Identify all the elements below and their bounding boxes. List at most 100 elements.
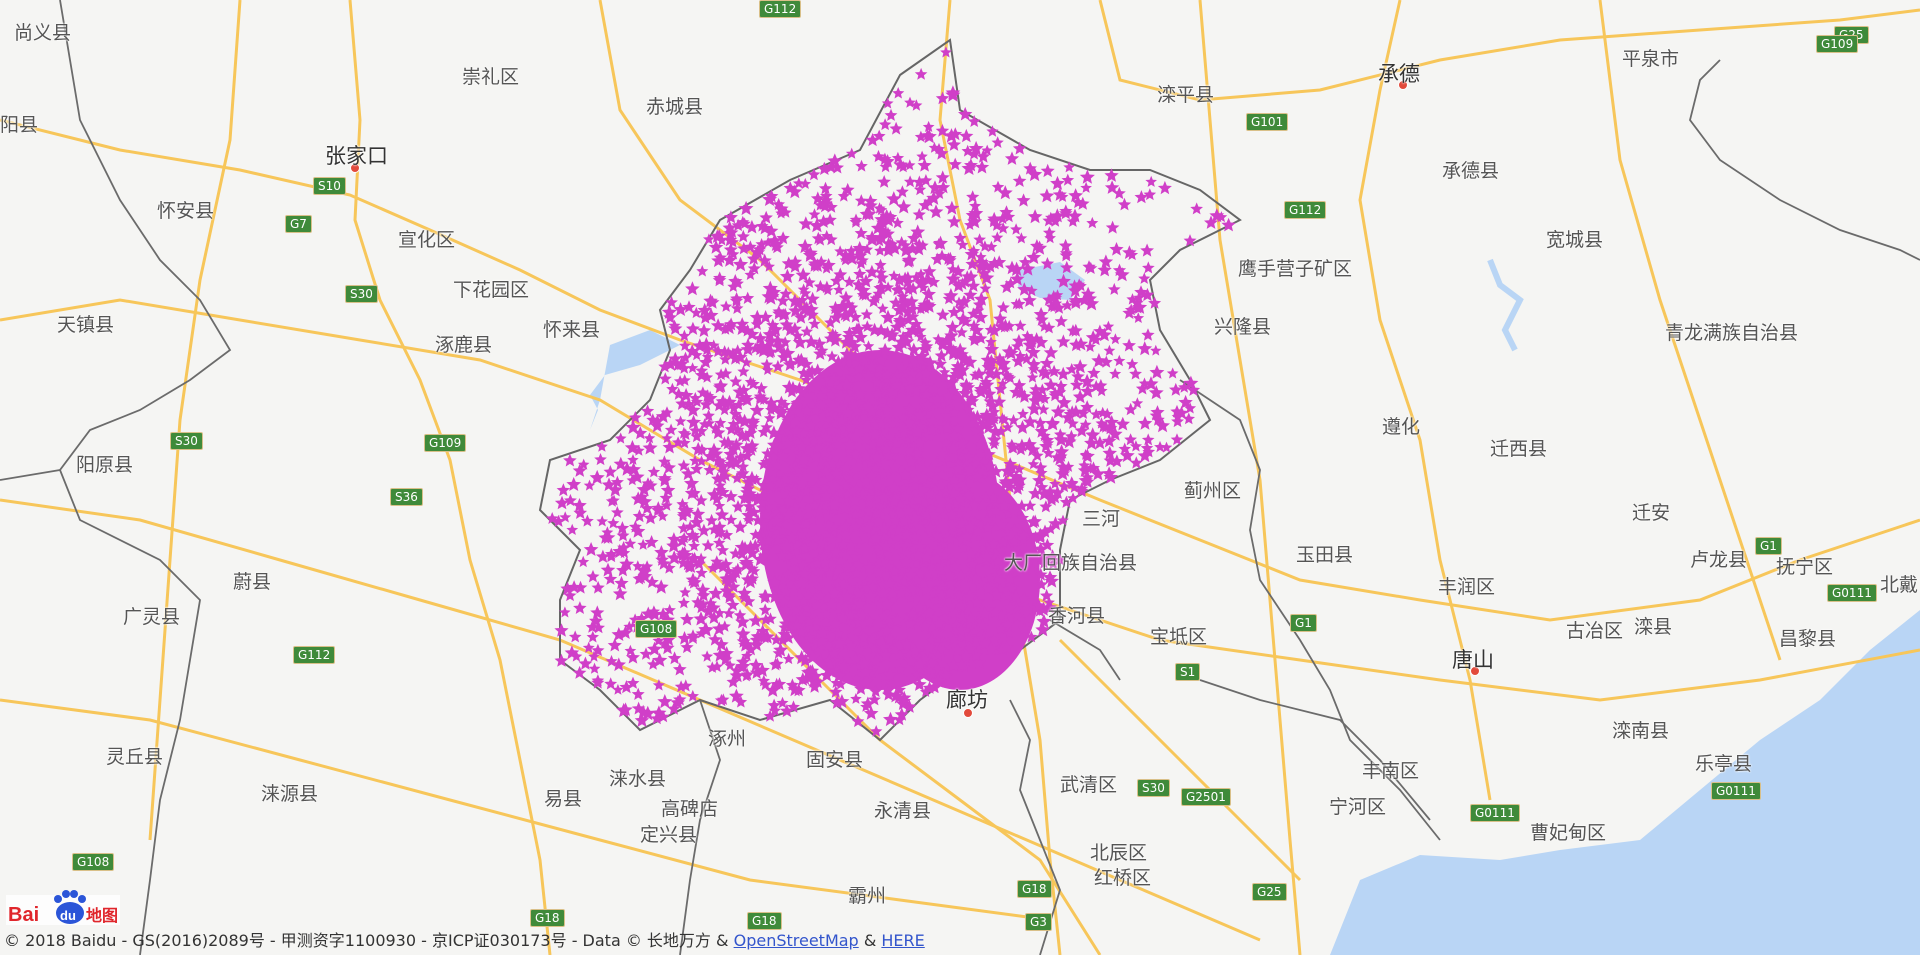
poi-marker: [970, 596, 984, 609]
place-label[interactable]: 滦县: [1634, 616, 1673, 638]
place-label[interactable]: 霸州: [848, 885, 887, 907]
poi-marker: [692, 557, 706, 570]
place-label[interactable]: 迁西县: [1490, 438, 1548, 460]
place-label[interactable]: 鹰手营子矿区: [1238, 258, 1353, 280]
place-label[interactable]: 古冶区: [1566, 620, 1624, 642]
place-label[interactable]: 卢龙县: [1690, 549, 1748, 571]
place-label[interactable]: 易县: [544, 788, 583, 810]
place-label[interactable]: 宝坻区: [1150, 626, 1208, 648]
place-label[interactable]: 宣化区: [398, 229, 456, 251]
place-label[interactable]: 曹妃甸区: [1530, 822, 1607, 844]
place-label[interactable]: 怀来县: [543, 319, 601, 341]
poi-marker: [1150, 344, 1162, 356]
place-label[interactable]: 兴隆县: [1214, 316, 1272, 338]
place-label[interactable]: 丰润区: [1438, 576, 1496, 598]
poi-marker: [819, 489, 834, 503]
place-label[interactable]: 阳原县: [76, 454, 134, 476]
poi-marker: [1077, 463, 1093, 477]
place-label[interactable]: 天镇县: [57, 314, 115, 336]
place-label[interactable]: 灵丘县: [106, 746, 164, 768]
place-label[interactable]: 固安县: [806, 749, 864, 771]
poi-marker: [948, 157, 962, 171]
place-label[interactable]: 承德: [1378, 62, 1420, 86]
place-label[interactable]: 定兴县: [640, 824, 698, 846]
poi-marker: [710, 660, 724, 673]
poi-marker: [925, 634, 938, 646]
poi-marker: [861, 320, 874, 332]
place-label[interactable]: 迁安: [1632, 502, 1671, 524]
place-label[interactable]: 北戴: [1880, 574, 1919, 596]
poi-marker: [741, 291, 755, 304]
place-label[interactable]: 宽城县: [1546, 229, 1604, 251]
place-label[interactable]: 丰南区: [1362, 760, 1420, 782]
openstreetmap-link[interactable]: OpenStreetMap: [733, 931, 859, 950]
poi-marker: [686, 321, 700, 335]
poi-marker: [930, 673, 946, 688]
place-label[interactable]: 平泉市: [1622, 48, 1680, 70]
poi-marker: [775, 395, 788, 408]
poi-marker: [945, 320, 960, 334]
place-label[interactable]: 蔚县: [233, 571, 272, 593]
place-label[interactable]: 遵化: [1382, 416, 1421, 438]
place-label[interactable]: 宁河区: [1329, 796, 1387, 818]
poi-marker: [859, 207, 874, 221]
poi-marker: [912, 600, 927, 614]
poi-marker: [1014, 319, 1027, 332]
here-link[interactable]: HERE: [881, 931, 925, 950]
place-label[interactable]: 抚宁区: [1776, 556, 1834, 578]
place-label[interactable]: 阳县: [0, 114, 39, 136]
poi-marker: [735, 626, 751, 641]
place-label[interactable]: 唐山: [1452, 648, 1494, 672]
poi-marker: [777, 350, 791, 364]
place-label[interactable]: 蓟州区: [1184, 480, 1242, 502]
place-label[interactable]: 尚义县: [14, 22, 72, 44]
place-label[interactable]: 滦平县: [1157, 84, 1215, 106]
poi-marker: [764, 345, 778, 358]
poi-marker: [901, 503, 916, 517]
place-label[interactable]: 红桥区: [1094, 867, 1152, 889]
poi-marker: [591, 643, 605, 657]
place-label[interactable]: 香河县: [1048, 605, 1106, 627]
poi-marker: [1050, 297, 1063, 309]
place-label[interactable]: 涿州: [708, 728, 747, 750]
place-label[interactable]: 廊坊: [946, 688, 988, 712]
place-label[interactable]: 涿鹿县: [435, 334, 493, 356]
poi-marker: [1068, 188, 1083, 203]
poi-marker: [963, 520, 977, 534]
place-label[interactable]: 下花园区: [453, 279, 530, 301]
place-label[interactable]: 赤城县: [646, 96, 704, 118]
poi-marker: [1033, 306, 1049, 321]
place-label[interactable]: 涞源县: [261, 783, 319, 805]
place-label[interactable]: 涞水县: [609, 768, 667, 790]
place-label[interactable]: 张家口: [325, 144, 388, 168]
place-label[interactable]: 乐亭县: [1695, 753, 1753, 775]
poi-marker: [1003, 210, 1016, 223]
poi-marker: [991, 573, 1003, 585]
poi-marker: [1010, 298, 1023, 310]
place-label[interactable]: 三河: [1082, 508, 1121, 530]
poi-marker: [944, 328, 959, 342]
place-label[interactable]: 青龙满族自治县: [1665, 322, 1799, 344]
poi-marker: [1034, 577, 1048, 591]
place-label[interactable]: 武清区: [1060, 774, 1118, 796]
poi-marker: [741, 572, 755, 586]
place-label[interactable]: 崇礼区: [462, 66, 520, 88]
place-label[interactable]: 大厂回族自治县: [1004, 552, 1138, 574]
place-label[interactable]: 承德县: [1442, 160, 1500, 182]
place-label[interactable]: 昌黎县: [1779, 628, 1837, 650]
place-label[interactable]: 广灵县: [123, 606, 181, 628]
poi-marker: [887, 417, 899, 429]
place-label[interactable]: 怀安县: [157, 200, 215, 222]
poi-marker: [840, 559, 855, 573]
place-label[interactable]: 玉田县: [1296, 544, 1354, 566]
place-label[interactable]: 永清县: [874, 800, 932, 822]
poi-marker: [933, 235, 948, 250]
road-shield: G108: [635, 620, 678, 638]
poi-marker: [660, 499, 673, 511]
poi-marker: [750, 629, 765, 643]
poi-marker: [887, 494, 901, 508]
place-label[interactable]: 北辰区: [1090, 842, 1148, 864]
place-label[interactable]: 高碑店: [661, 798, 719, 820]
place-label[interactable]: 滦南县: [1612, 720, 1670, 742]
